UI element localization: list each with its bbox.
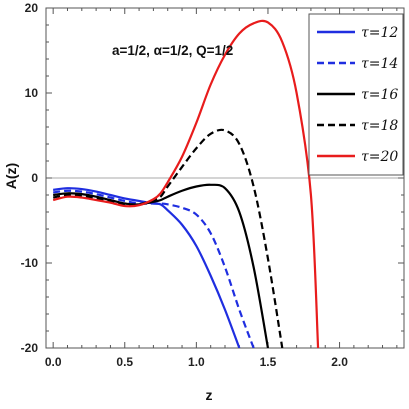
legend-label: τ=12 — [361, 25, 398, 41]
series-lines — [52, 19, 320, 348]
x-axis-label: z — [206, 387, 213, 403]
x-tick-label: 1.5 — [260, 355, 277, 369]
x-tick-label: 0.5 — [116, 355, 133, 369]
legend: τ=12 τ=14 τ=16 τ=18 τ=20 — [308, 13, 404, 176]
y-axis-label: A(z) — [3, 163, 19, 189]
y-tick-labels: -20 -10 0 10 20 — [21, 1, 39, 355]
x-tick-label: 0.0 — [45, 355, 62, 369]
series-line-5 — [52, 19, 320, 348]
y-tick-label: 0 — [31, 171, 38, 185]
x-tick-labels: 0.0 0.5 1.0 1.5 2.0 — [45, 355, 348, 369]
legend-label: τ=20 — [361, 149, 398, 165]
x-tick-label: 1.0 — [188, 355, 205, 369]
legend-label: τ=14 — [361, 56, 398, 72]
series-line-3 — [53, 183, 270, 348]
parameter-annotation: a=1/2, α=1/2, Q=1/2 — [112, 43, 233, 58]
y-tick-label: 20 — [25, 1, 39, 15]
legend-label: τ=16 — [361, 87, 398, 103]
y-tick-label: 10 — [25, 86, 39, 100]
series-line-2 — [53, 189, 255, 348]
legend-label: τ=18 — [361, 118, 398, 134]
y-tick-label: -20 — [21, 341, 39, 355]
y-tick-label: -10 — [21, 256, 39, 270]
x-tick-label: 2.0 — [331, 355, 348, 369]
